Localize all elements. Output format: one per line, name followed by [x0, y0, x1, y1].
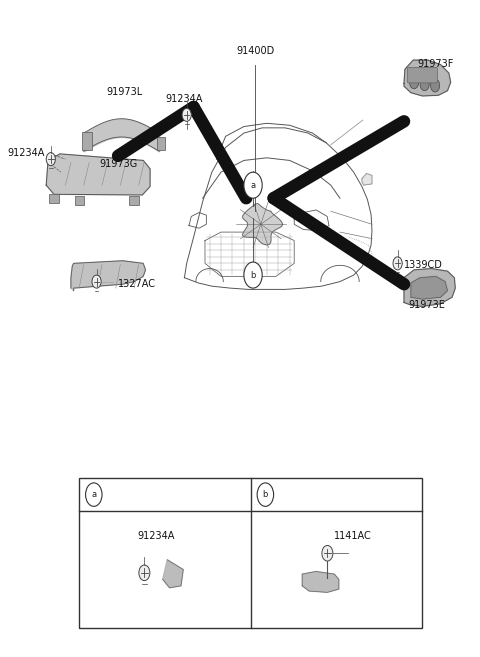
Bar	[83, 132, 92, 150]
Circle shape	[322, 545, 333, 561]
Text: 91973G: 91973G	[99, 159, 137, 169]
Text: 91234A: 91234A	[8, 148, 45, 158]
Circle shape	[431, 79, 440, 92]
Circle shape	[244, 262, 262, 288]
Text: 1141AC: 1141AC	[334, 531, 372, 541]
Text: 91973F: 91973F	[418, 59, 454, 69]
Text: b: b	[251, 271, 256, 280]
Circle shape	[85, 483, 102, 507]
Text: 91973E: 91973E	[408, 300, 445, 310]
Polygon shape	[46, 154, 150, 195]
FancyBboxPatch shape	[407, 67, 437, 83]
Text: b: b	[263, 490, 268, 499]
Bar	[49, 194, 59, 204]
Circle shape	[46, 152, 55, 166]
Circle shape	[139, 565, 150, 581]
Text: 91400D: 91400D	[236, 46, 275, 57]
Circle shape	[92, 275, 101, 288]
Polygon shape	[404, 269, 455, 306]
Bar	[157, 137, 165, 150]
Polygon shape	[362, 173, 372, 185]
Polygon shape	[71, 261, 145, 290]
Text: 91973L: 91973L	[107, 87, 143, 97]
Polygon shape	[302, 572, 339, 593]
Bar	[79, 478, 422, 628]
Text: a: a	[91, 490, 96, 499]
Bar	[130, 196, 139, 206]
Text: 91234A: 91234A	[166, 94, 203, 104]
Text: 91234A: 91234A	[137, 531, 175, 541]
Text: a: a	[251, 181, 255, 190]
Bar	[74, 196, 84, 206]
Circle shape	[257, 483, 274, 507]
Text: 1339CD: 1339CD	[404, 260, 443, 269]
Circle shape	[244, 172, 262, 198]
Circle shape	[409, 76, 419, 89]
Polygon shape	[411, 277, 447, 299]
Text: 1327AC: 1327AC	[118, 279, 156, 289]
Circle shape	[182, 108, 191, 122]
Circle shape	[393, 257, 402, 270]
Circle shape	[420, 78, 429, 91]
Polygon shape	[163, 560, 183, 588]
Polygon shape	[404, 60, 451, 96]
Polygon shape	[242, 204, 283, 245]
